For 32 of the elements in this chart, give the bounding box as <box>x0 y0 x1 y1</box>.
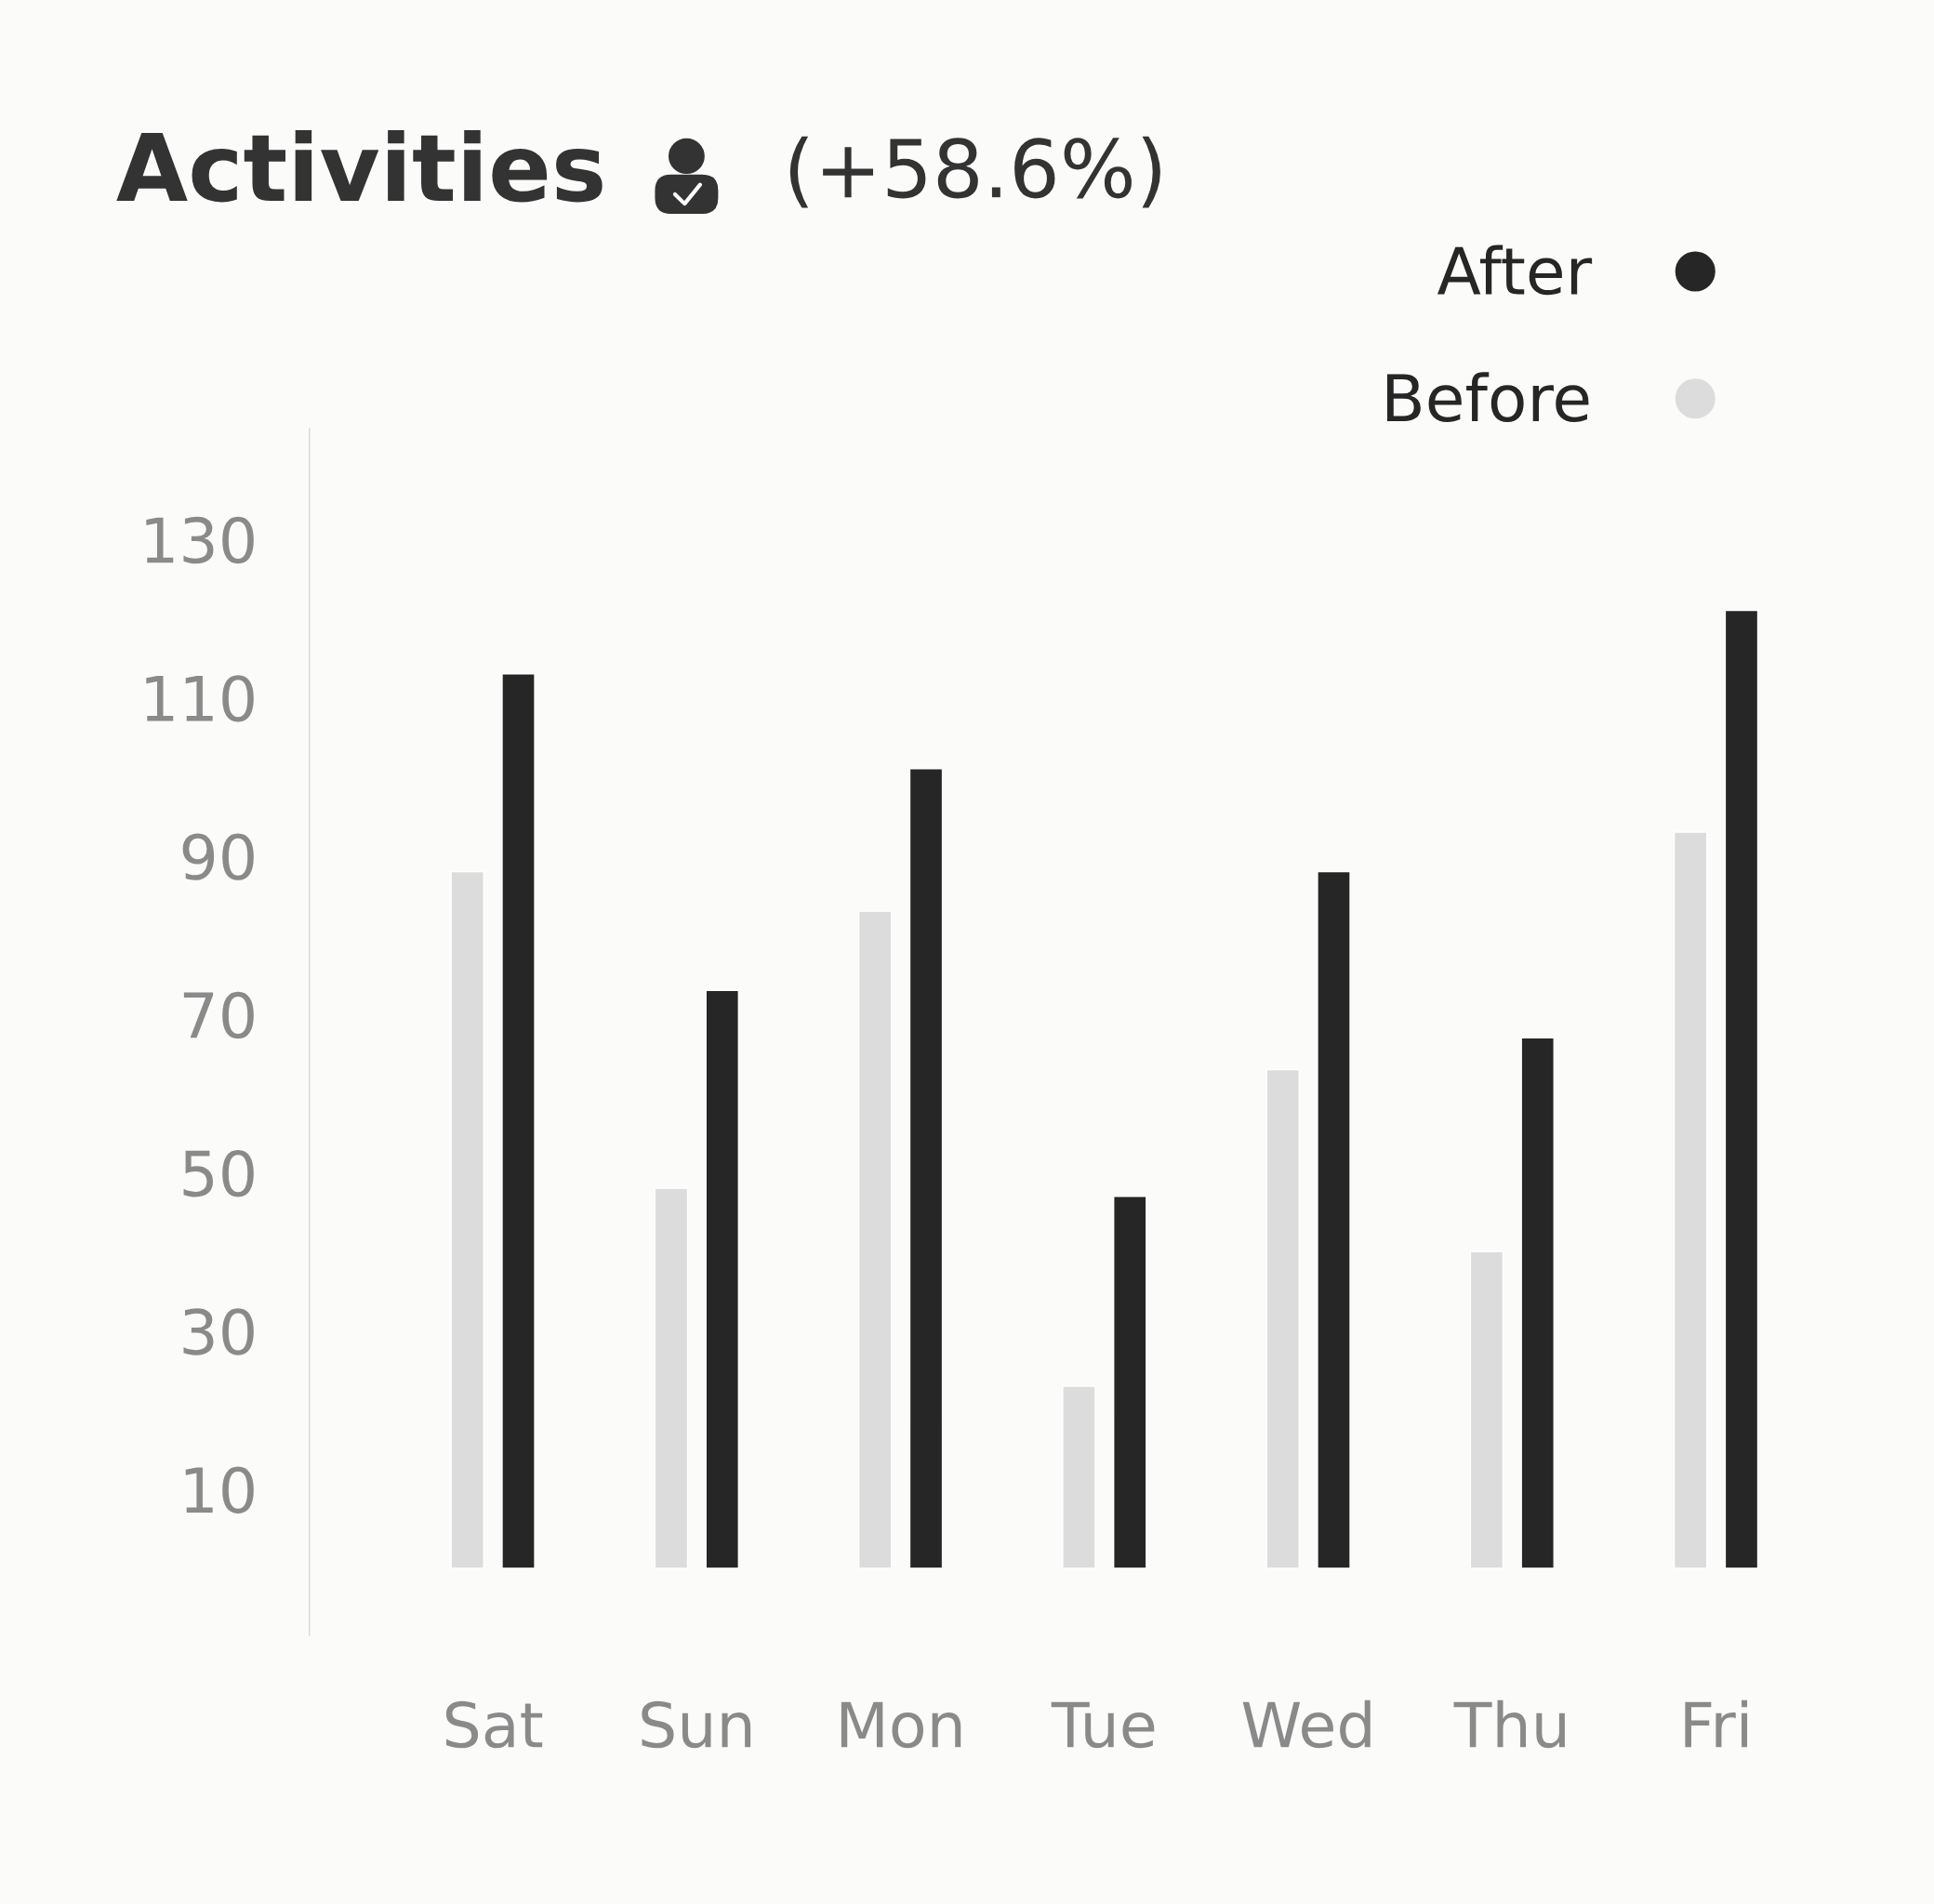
x-tick-label: Wed <box>1242 1699 1371 1749</box>
y-tick-label: 130 <box>146 516 254 564</box>
y-tick-label: 50 <box>183 1149 254 1197</box>
bar <box>1520 1037 1555 1569</box>
bar <box>857 910 893 1569</box>
bar <box>908 768 944 1569</box>
x-tick-label: Mon <box>841 1701 961 1749</box>
bar <box>705 989 740 1569</box>
bar <box>1673 831 1708 1569</box>
x-tick-label: Tue <box>1051 1701 1155 1749</box>
legend-label: After <box>1437 245 1593 296</box>
x-tick-label: Fri <box>1685 1699 1748 1748</box>
bar <box>1317 870 1351 1569</box>
bar <box>654 1187 689 1569</box>
bar <box>1724 609 1759 1569</box>
bar <box>1062 1385 1096 1569</box>
x-tick-label: Thu <box>1453 1699 1565 1749</box>
bar <box>501 673 536 1569</box>
x-tick-label: Sat <box>445 1700 543 1749</box>
bar <box>450 870 484 1569</box>
y-tick-label: 10 <box>185 1466 254 1514</box>
chart-title: Activities <box>116 130 603 203</box>
bar <box>1113 1195 1147 1569</box>
x-tick-label: Sun <box>642 1700 751 1749</box>
y-tick-label: 70 <box>183 991 254 1039</box>
chart-subtitle: (+58.6%) <box>789 136 1160 208</box>
y-tick-label: 90 <box>182 833 254 880</box>
bar <box>1265 1068 1300 1569</box>
y-tick-label: 30 <box>183 1308 254 1355</box>
y-tick-label: 110 <box>146 675 254 722</box>
bar <box>1469 1250 1504 1569</box>
legend-label: Before <box>1386 372 1589 423</box>
